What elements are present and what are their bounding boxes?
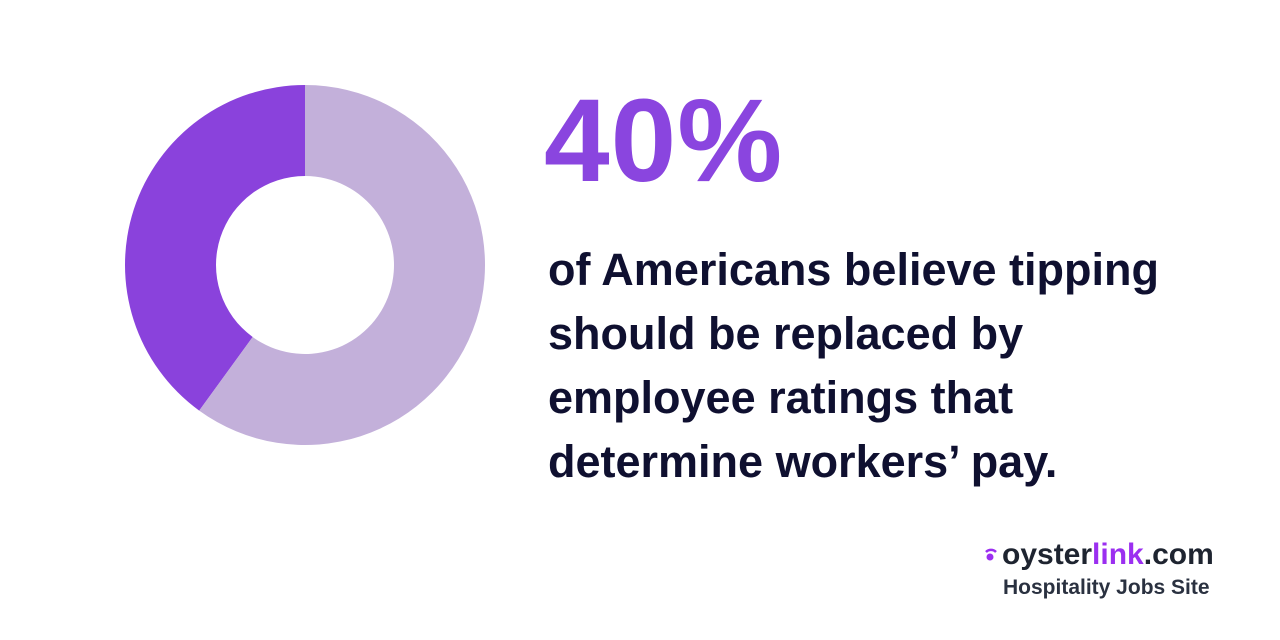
- donut-slice-other: [199, 85, 485, 446]
- logo-oyster: oyster: [1002, 538, 1093, 571]
- oysterlink-logo: oysterlink.com Hospitality Jobs Site: [983, 540, 1214, 600]
- description-text: of Americans believe tipping should be r…: [548, 244, 1159, 487]
- donut-chart: [124, 85, 485, 446]
- logo-link: link: [1092, 538, 1144, 571]
- logo-signal-icon: [985, 548, 997, 561]
- headline-percent: 40%: [544, 75, 784, 207]
- logo-com: .com: [1143, 538, 1214, 571]
- logo-tagline: Hospitality Jobs Site: [1003, 576, 1210, 599]
- donut-slice-yes: [124, 85, 305, 411]
